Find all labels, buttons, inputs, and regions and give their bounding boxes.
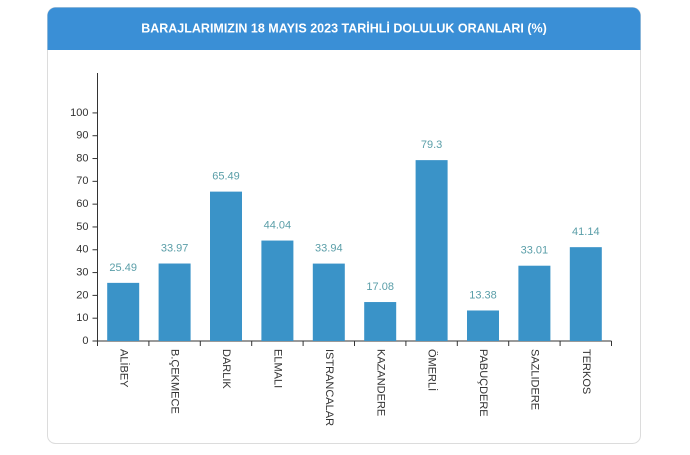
x-tick-label: KAZANDERE [374,349,386,416]
bar [261,240,294,341]
bar [518,265,551,341]
y-tick-label: 70 [76,175,88,187]
y-tick-label: 60 [76,198,88,210]
x-tick-label: ALİBEY [117,349,130,388]
value-label: 44.04 [264,219,292,231]
x-tick-label: ÖMERLİ [426,349,439,391]
chart-title: BARAJLARIMIZIN 18 MAYIS 2023 TARİHLİ DOL… [141,20,547,35]
bar [569,247,602,341]
x-tick-label: TERKOS [580,349,592,394]
card [47,7,641,444]
bar [415,160,448,341]
y-tick-label: 10 [76,312,88,324]
y-tick-label: 20 [76,289,88,301]
x-tick-label: SAZLIDERE [528,349,540,410]
bar [312,263,345,341]
y-tick-label: 100 [70,107,88,119]
value-label: 33.01 [521,245,549,257]
value-label: 13.38 [469,289,497,301]
value-label: 33.94 [315,242,343,254]
bar [364,302,397,341]
card-header [47,7,641,50]
y-tick-label: 90 [76,130,88,142]
x-tick-label: ISTRANCALAR [323,349,335,426]
value-label: 41.14 [572,226,600,238]
value-label: 79.3 [421,139,442,151]
bar [210,191,242,341]
y-tick-label: 0 [82,335,88,347]
y-tick-label: 40 [76,244,88,256]
value-label: 25.49 [109,262,137,274]
value-label: 33.97 [161,242,189,254]
x-tick-label: PABUÇDERE [477,349,489,417]
value-label: 17.08 [366,281,394,293]
bar [467,310,499,341]
bar [158,263,191,341]
bar [107,282,140,341]
value-label: 65.49 [212,171,240,183]
y-tick-label: 50 [76,221,88,233]
y-tick-label: 80 [76,152,88,164]
x-tick-label: B.ÇEKMECE [169,349,181,414]
y-tick-label: 30 [76,266,88,278]
x-tick-label: ELMALI [271,349,283,388]
x-tick-label: DARLIK [220,349,232,389]
